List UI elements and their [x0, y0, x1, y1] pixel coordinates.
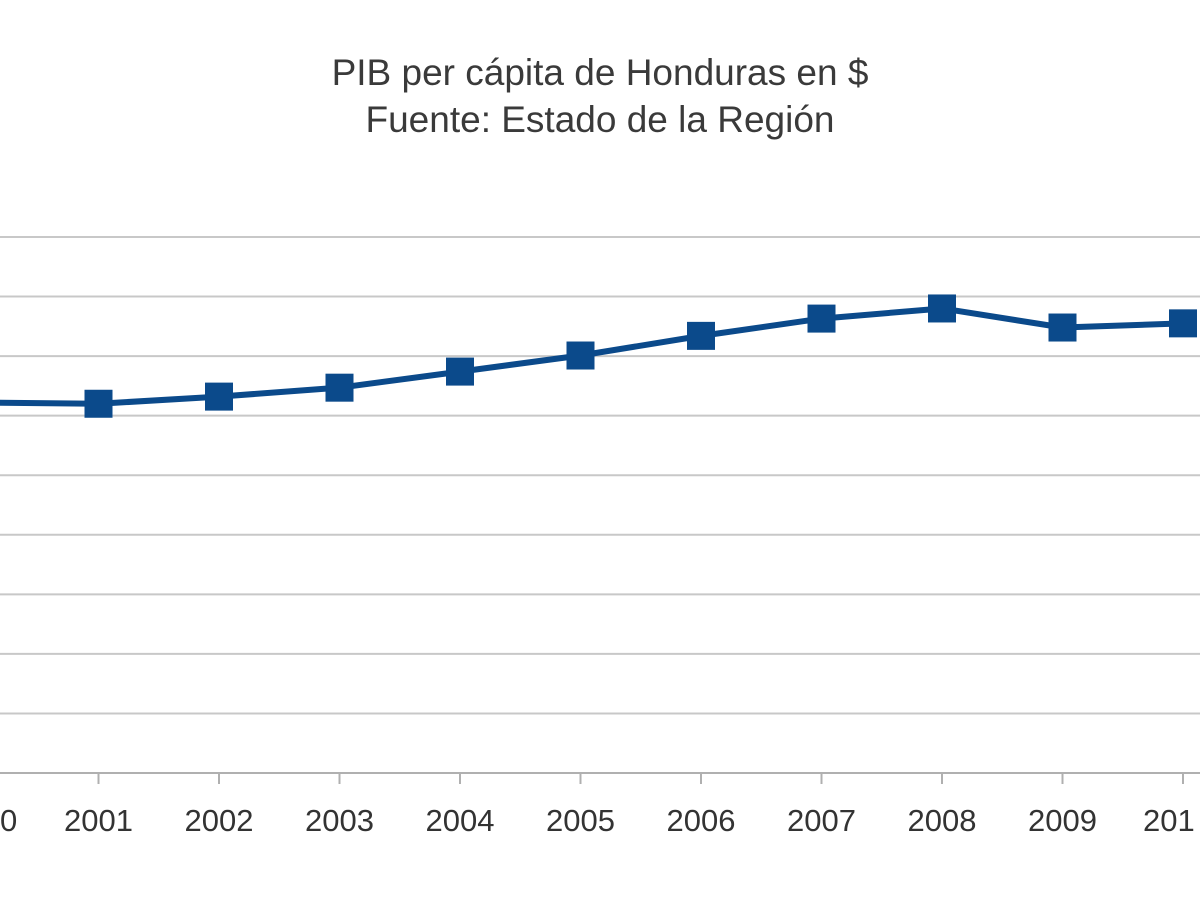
data-point [325, 373, 354, 402]
series [0, 294, 1197, 418]
x-tick-label: 2003 [305, 803, 374, 838]
data-point [1048, 313, 1077, 342]
data-point [687, 321, 715, 350]
x-tick-label: 2007 [787, 803, 856, 838]
x-tick-label: 2005 [546, 803, 615, 838]
data-point [1169, 309, 1197, 338]
chart-title: PIB per cápita de Honduras en $ [331, 52, 869, 93]
x-tick-label: 2001 [64, 803, 133, 838]
data-point [84, 389, 113, 418]
data-point [566, 341, 595, 370]
x-tick-labels: 0 2001 2002 2003 2004 2005 2006 2007 2008 2009 201 [0, 803, 1195, 838]
chart-subtitle: Fuente: Estado de la Región [365, 99, 835, 140]
x-tick-label: 2006 [667, 803, 736, 838]
x-tick-label: 2002 [185, 803, 254, 838]
x-tick-label: 2008 [908, 803, 977, 838]
x-tick-label: 0 [0, 803, 17, 838]
x-axis [0, 772, 1200, 784]
grid [0, 236, 1200, 715]
data-point [928, 294, 956, 323]
data-point [807, 304, 836, 333]
data-point [446, 357, 474, 386]
data-point [205, 382, 233, 411]
x-tick-label: 2009 [1028, 803, 1097, 838]
x-tick-label: 2004 [426, 803, 495, 838]
x-tick-label: 201 [1143, 803, 1195, 838]
